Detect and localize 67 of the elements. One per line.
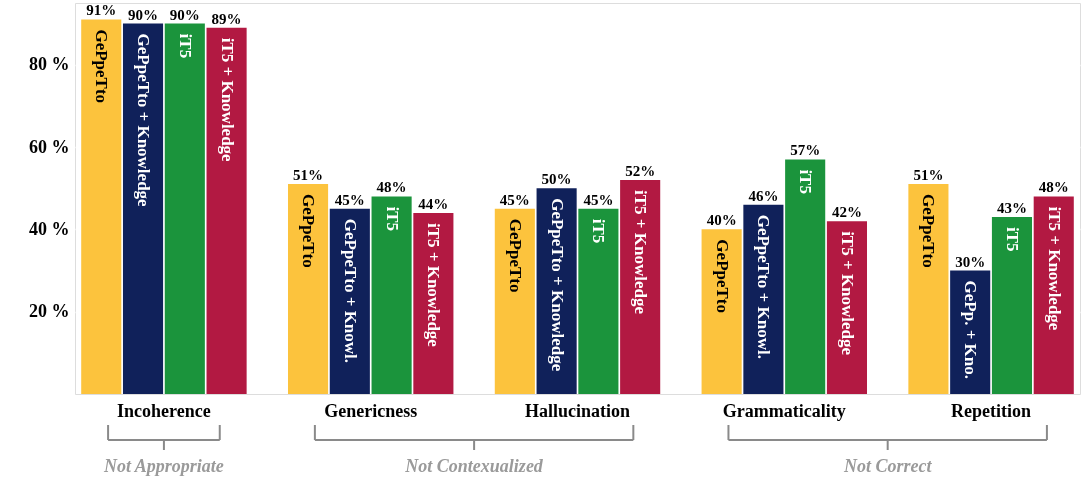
data-label: 45% bbox=[583, 191, 614, 208]
data-label: 48% bbox=[376, 179, 407, 196]
text: Not Contexualized bbox=[404, 456, 544, 476]
text: iT5 bbox=[589, 218, 609, 244]
data-label: 90% bbox=[169, 6, 200, 23]
data-label: 57% bbox=[790, 142, 821, 159]
bar bbox=[164, 23, 205, 394]
x-tick-label: Repetition bbox=[951, 400, 1032, 421]
y-tick-label: 60 % bbox=[29, 136, 70, 157]
annotation: GePp. + Kno. bbox=[961, 280, 981, 380]
text: GePpeTto + Knowledge bbox=[547, 198, 567, 372]
x-tick-label: Hallucination bbox=[524, 400, 631, 421]
data-label: 45% bbox=[334, 191, 365, 208]
series-label: GePpeTto + Knowledge bbox=[134, 33, 154, 208]
bar bbox=[287, 184, 329, 394]
text: iT5 bbox=[1002, 227, 1022, 252]
x-tick-label: Incoherence bbox=[117, 400, 211, 421]
bar bbox=[620, 179, 661, 394]
text: iT5 + Knowledge bbox=[631, 189, 651, 314]
data-label: 46% bbox=[748, 187, 779, 204]
bar bbox=[991, 217, 1033, 394]
text: iT5 bbox=[382, 206, 402, 231]
data-label: 44% bbox=[418, 195, 449, 212]
data-label: 51% bbox=[293, 167, 324, 184]
data-label: 43% bbox=[996, 200, 1027, 217]
data-label: 48% bbox=[1038, 179, 1069, 196]
annotation: GePpeTto + Knowl. bbox=[340, 218, 360, 364]
bar bbox=[578, 208, 619, 394]
x-tick-label: Genericness bbox=[324, 400, 418, 421]
bar bbox=[701, 229, 742, 394]
text: iT5 + Knowledge bbox=[837, 231, 857, 356]
text: GePpeTto bbox=[712, 239, 732, 314]
text: Not Correct bbox=[842, 456, 933, 476]
data-label: 91% bbox=[86, 2, 117, 19]
bar bbox=[122, 23, 164, 394]
x-tick-label: Grammaticality bbox=[722, 400, 846, 421]
data-label: 42% bbox=[831, 204, 862, 221]
text: iT5 bbox=[796, 169, 816, 194]
y-tick-label: 40 % bbox=[29, 218, 70, 239]
bar bbox=[413, 212, 454, 394]
data-label: 90% bbox=[128, 6, 159, 23]
text: GePpeTto bbox=[919, 194, 939, 268]
bar bbox=[206, 27, 247, 394]
data-label: 50% bbox=[541, 171, 572, 188]
y-tick-label: 20 % bbox=[29, 301, 70, 322]
data-label: 30% bbox=[955, 253, 986, 270]
data-label: 52% bbox=[625, 162, 656, 179]
text: GePpeTto bbox=[299, 194, 319, 268]
series-label: iT5 + Knowledge bbox=[217, 37, 237, 163]
data-label: 89% bbox=[211, 10, 242, 27]
y-tick-label: 80 % bbox=[29, 54, 70, 75]
bar bbox=[371, 196, 412, 394]
bar bbox=[494, 208, 535, 394]
data-label: 51% bbox=[913, 167, 944, 184]
text: iT5 + Knowledge bbox=[424, 222, 444, 347]
text: GePpeTto bbox=[505, 218, 525, 293]
bar bbox=[785, 159, 826, 394]
data-label: 40% bbox=[706, 212, 737, 229]
bar bbox=[1033, 196, 1074, 394]
bar bbox=[908, 184, 949, 394]
bar bbox=[81, 19, 122, 394]
series-label: iT5 bbox=[175, 33, 195, 59]
text: iT5 + Knowledge bbox=[1044, 206, 1064, 331]
series-label: GePpeTto bbox=[92, 29, 112, 104]
text: Not Appropriate bbox=[103, 456, 224, 476]
data-label: 45% bbox=[499, 191, 530, 208]
annotation: GePpeTto + Knowl. bbox=[754, 214, 774, 359]
